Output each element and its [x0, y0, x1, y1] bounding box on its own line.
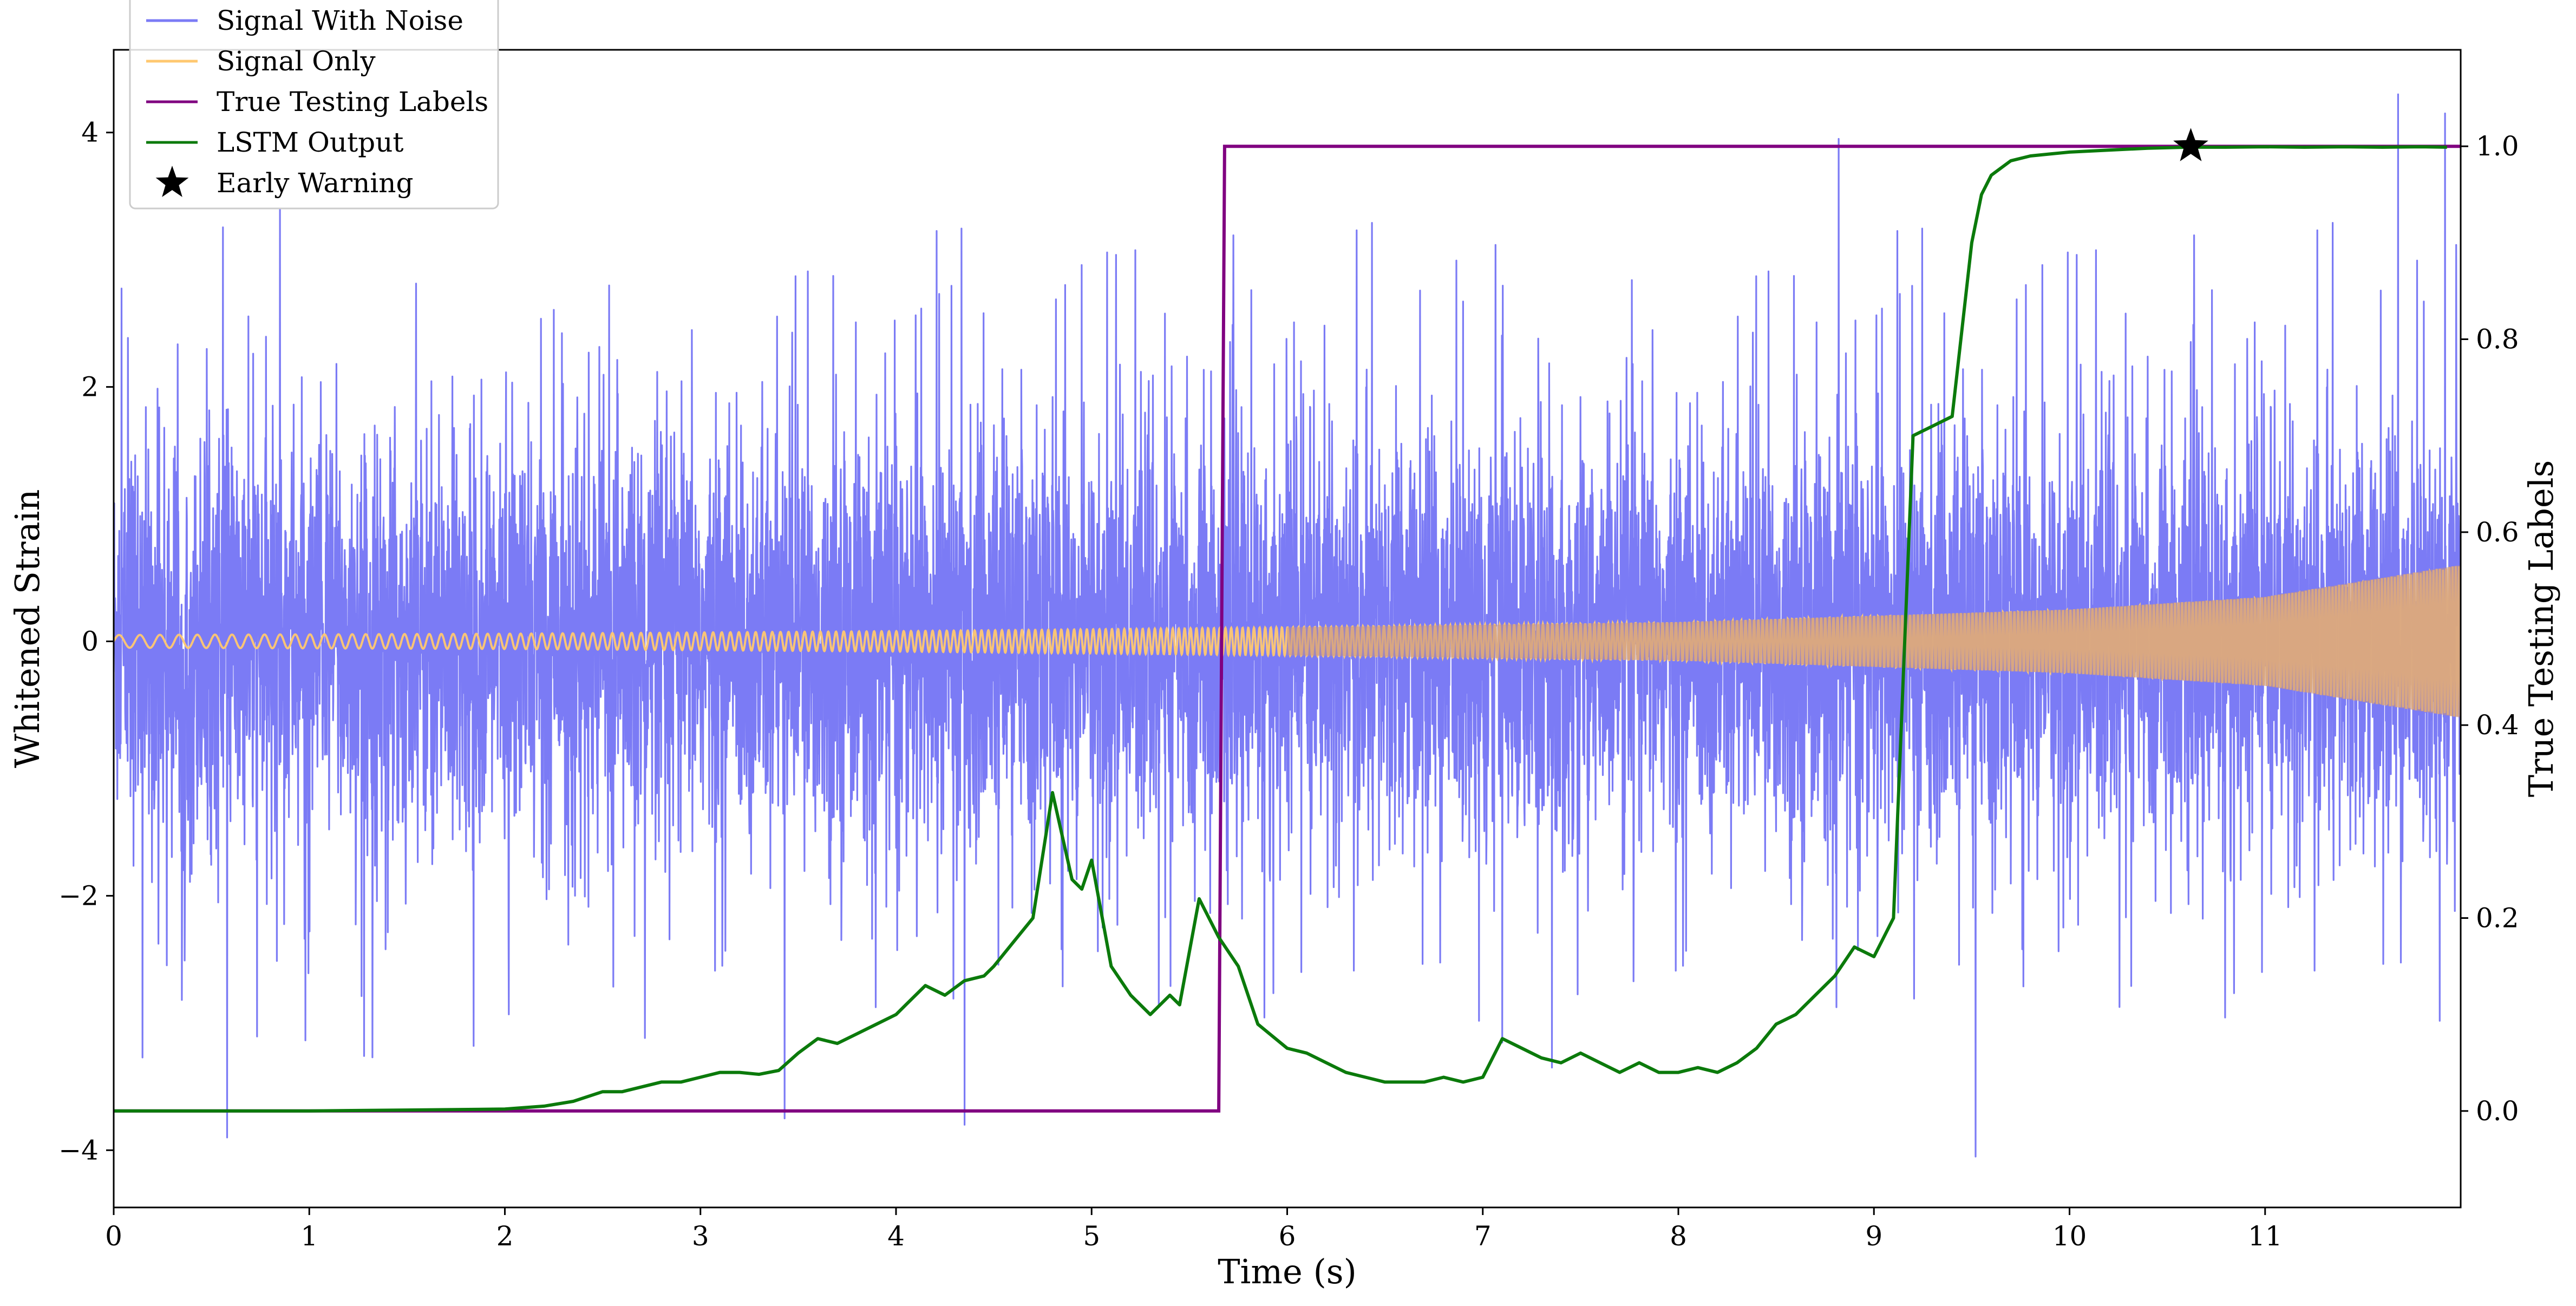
y-left-tick-label: 2	[81, 371, 99, 403]
legend-label: Signal Only	[217, 45, 376, 77]
y-right-tick-label: 0.2	[2476, 903, 2519, 934]
x-tick-label: 10	[2052, 1220, 2087, 1252]
lstm-output-line	[114, 145, 2447, 1113]
legend-label: Signal With Noise	[217, 5, 463, 36]
x-tick-label: 5	[1083, 1220, 1100, 1252]
x-tick-label: 7	[1474, 1220, 1492, 1252]
y-right-tick-label: 1.0	[2476, 130, 2519, 162]
y-right-tick-label: 0.6	[2476, 517, 2519, 548]
y-right-tick-label: 0.0	[2476, 1095, 2519, 1127]
true-testing-labels-line	[114, 145, 2461, 1113]
x-tick-label: 4	[887, 1220, 905, 1252]
y-left-tick-label: −4	[58, 1134, 99, 1166]
x-tick-label: 9	[1865, 1220, 1882, 1252]
x-axis-label: Time (s)	[1218, 1252, 1357, 1291]
y-left-axis-label: Whitened Strain	[8, 489, 47, 768]
y-right-tick-label: 0.8	[2476, 324, 2519, 355]
x-tick-label: 8	[1670, 1220, 1687, 1252]
legend-label: True Testing Labels	[217, 86, 488, 117]
y-right-tick-label: 0.4	[2476, 709, 2519, 741]
x-tick-label: 2	[496, 1220, 514, 1252]
legend: Signal With Noise Signal Only True Testing…	[129, 0, 499, 210]
legend-label: Early Warning	[217, 167, 414, 199]
y-left-tick-label: 0	[81, 625, 99, 657]
x-tick-label: 0	[105, 1220, 122, 1252]
x-tick-label: 6	[1279, 1220, 1296, 1252]
early-warning-marker	[2173, 128, 2208, 161]
legend-label: LSTM Output	[217, 127, 403, 158]
signal-with-noise-line	[114, 93, 2461, 1158]
y-left-tick-label: −2	[58, 880, 99, 911]
y-right-axis-label: True Testing Labels	[2521, 460, 2561, 798]
series-signal-with-noise	[114, 93, 2461, 1158]
y-left-tick-label: 4	[81, 117, 99, 148]
series-true-testing-labels	[114, 145, 2461, 1113]
series-signal-only	[114, 565, 2461, 718]
series-lstm-output	[114, 145, 2447, 1113]
x-tick-label: 11	[2248, 1220, 2283, 1252]
plot-area	[114, 93, 2461, 1158]
legend-box	[129, 0, 499, 210]
signal-only-envelope	[1287, 565, 2461, 718]
axes: 0 1 2 3 4 5 6 7 8 9 10 11 −4 −2 0 2 4 0.0 0.2 0.4 0.6 0.8 1.0 T…	[8, 49, 2561, 1291]
x-tick-label: 3	[692, 1220, 709, 1252]
x-tick-label: 1	[300, 1220, 318, 1252]
legend-swatch-star	[155, 166, 189, 197]
